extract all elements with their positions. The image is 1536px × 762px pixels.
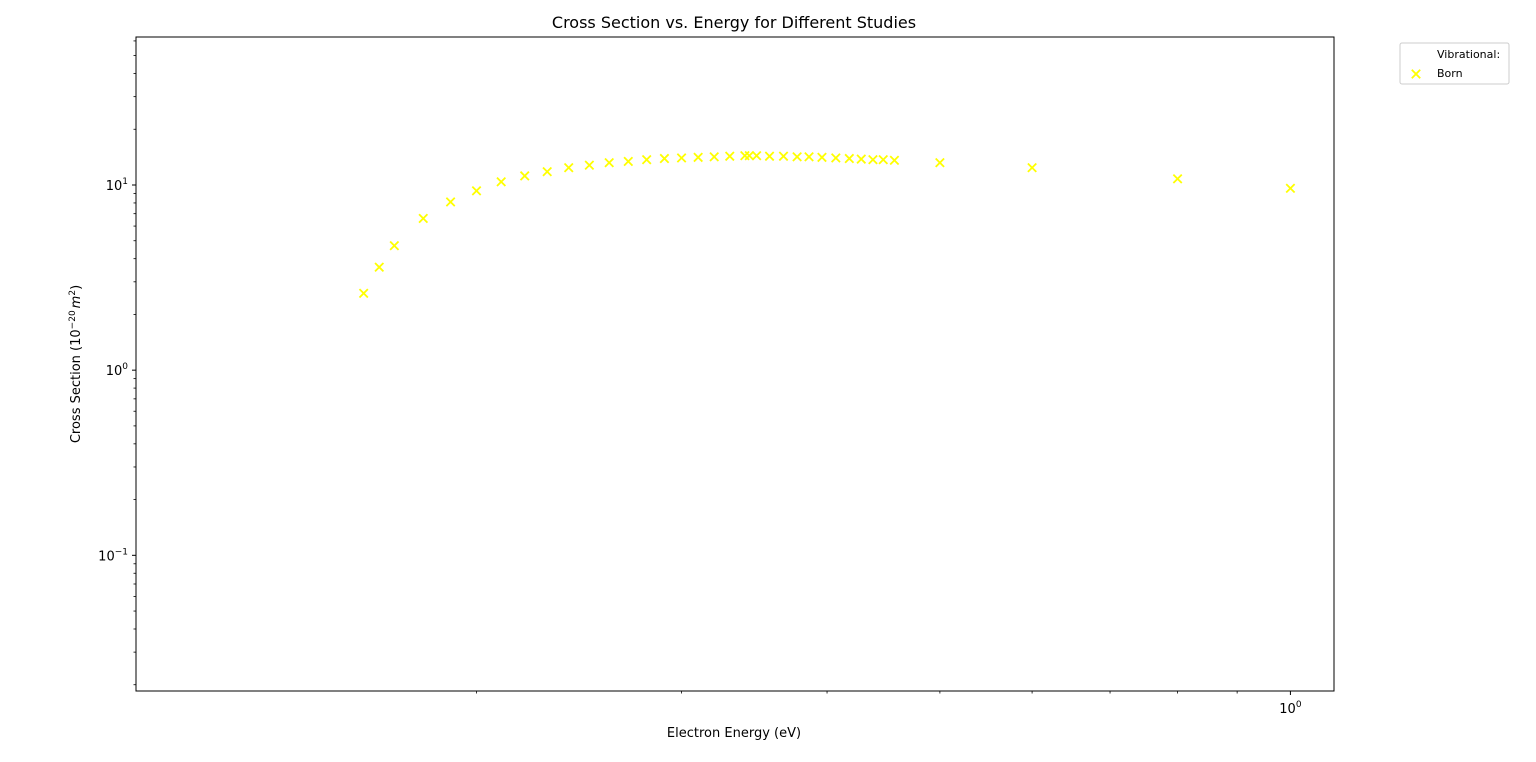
y-axis: 10−1 100 101 — [98, 40, 136, 686]
plot-area — [135, 36, 1335, 692]
data-point — [744, 150, 755, 161]
y-axis-label-close: ) — [69, 285, 84, 290]
y-tick-label: 101 — [106, 177, 128, 194]
y-axis-label: Cross Section (10−20m2) — [68, 285, 84, 443]
data-point — [868, 154, 878, 165]
series-born — [358, 150, 1296, 299]
y-axis-label-unit-exponent: 2 — [68, 290, 78, 296]
data-point — [935, 157, 945, 168]
data-point — [563, 162, 574, 173]
data-point — [751, 150, 762, 161]
data-point — [878, 154, 889, 165]
legend: Vibrational: Born — [1399, 42, 1510, 85]
data-point — [709, 151, 720, 162]
data-point — [471, 186, 482, 196]
x-axis: 100 — [476, 691, 1302, 717]
data-point — [817, 152, 827, 163]
data-point — [693, 152, 703, 163]
plot-frame — [135, 36, 1335, 692]
data-point — [641, 154, 652, 165]
x-axis-label: Electron Energy (eV) — [667, 726, 801, 741]
y-tick-label: 10−1 — [98, 547, 128, 564]
data-point — [830, 153, 841, 163]
legend-marker-x — [1411, 69, 1421, 79]
data-point — [389, 240, 400, 251]
legend-box — [1399, 42, 1510, 85]
data-point — [584, 160, 595, 170]
y-tick-label: 100 — [106, 362, 129, 379]
y-axis-label-exponent: −20 — [68, 310, 78, 329]
data-point — [445, 197, 456, 207]
data-point — [889, 155, 900, 166]
data-point — [1285, 183, 1296, 194]
data-point — [676, 153, 687, 163]
data-point — [724, 151, 735, 162]
data-point — [358, 288, 369, 299]
data-point — [792, 151, 802, 162]
data-point — [764, 151, 775, 162]
data-point — [740, 150, 750, 161]
chart-title: Cross Section vs. Energy for Different S… — [552, 13, 916, 32]
y-axis-label-main: Cross Section (10 — [69, 329, 84, 443]
data-point — [844, 153, 855, 164]
data-point — [1027, 162, 1037, 173]
data-point — [623, 156, 634, 167]
data-point — [604, 157, 615, 168]
legend-marker-born — [1411, 69, 1421, 79]
legend-title: Vibrational: — [1437, 48, 1500, 61]
y-axis-label-unit: m — [69, 296, 84, 309]
data-point — [542, 166, 553, 177]
data-point — [804, 151, 814, 162]
data-point — [659, 153, 670, 164]
data-point — [778, 151, 789, 162]
legend-entry-born: Born — [1437, 67, 1463, 80]
data-point — [374, 262, 385, 272]
x-tick-label: 100 — [1279, 700, 1302, 717]
data-point — [496, 177, 507, 187]
data-point — [418, 213, 429, 224]
data-point — [856, 154, 867, 164]
data-point — [1172, 173, 1183, 184]
data-point — [519, 171, 530, 181]
